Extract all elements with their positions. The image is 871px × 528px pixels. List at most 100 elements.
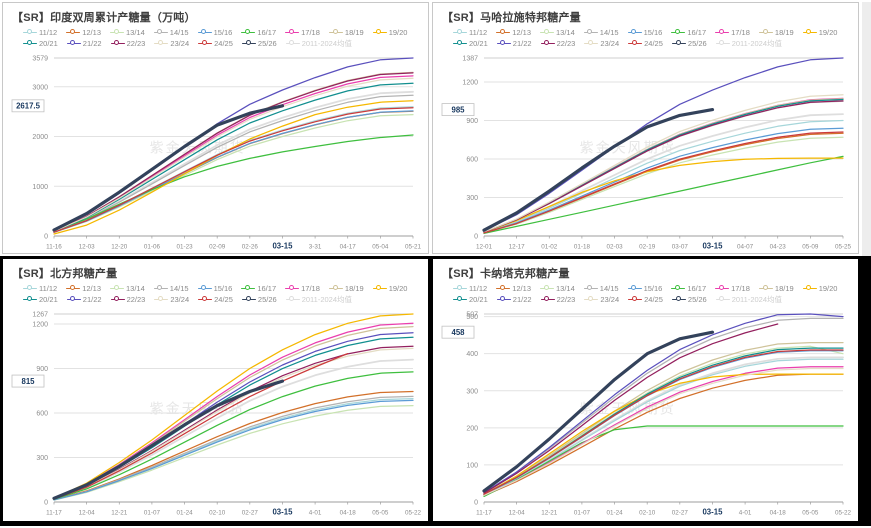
y-tick-label: 300 bbox=[466, 388, 478, 395]
legend-item-12/13[interactable]: 12/13 bbox=[496, 284, 531, 293]
legend-marker-icon bbox=[110, 296, 125, 304]
series-line-15/16 bbox=[483, 350, 844, 496]
legend-item-18/19[interactable]: 18/19 bbox=[328, 28, 364, 37]
legend-item-16/17[interactable]: 16/17 bbox=[671, 284, 706, 293]
legend-label: 19/20 bbox=[388, 28, 408, 37]
legend-item-23/24[interactable]: 23/24 bbox=[154, 295, 189, 304]
y-tick-label: 1200 bbox=[32, 321, 48, 328]
legend-item-24/25[interactable]: 24/25 bbox=[198, 39, 233, 48]
legend-item-22/23[interactable]: 22/23 bbox=[540, 295, 575, 304]
legend-item-19/20[interactable]: 19/20 bbox=[372, 284, 407, 293]
legend-item-17/18[interactable]: 17/18 bbox=[715, 28, 750, 37]
x-tick-label: 12-21 bbox=[111, 510, 128, 517]
legend-item-24/25[interactable]: 24/25 bbox=[198, 295, 233, 304]
legend-label: 17/18 bbox=[301, 284, 320, 293]
legend-item-2011-2024均值[interactable]: 2011-2024均值 bbox=[715, 39, 782, 48]
legend-item-2011-2024均值[interactable]: 2011-2024均值 bbox=[715, 295, 782, 304]
legend-item-23/24[interactable]: 23/24 bbox=[584, 39, 619, 48]
legend-label: 22/23 bbox=[126, 295, 146, 304]
legend-item-17/18[interactable]: 17/18 bbox=[715, 284, 750, 293]
legend-item-25/26[interactable]: 25/26 bbox=[671, 39, 707, 48]
legend-item-25/26[interactable]: 25/26 bbox=[241, 295, 277, 304]
legend-item-18/19[interactable]: 18/19 bbox=[758, 28, 794, 37]
legend-item-15/16[interactable]: 15/16 bbox=[627, 284, 662, 293]
legend-item-22/23[interactable]: 22/23 bbox=[540, 39, 575, 48]
legend-item-22/23[interactable]: 22/23 bbox=[110, 39, 145, 48]
legend-label: 18/19 bbox=[344, 28, 364, 37]
legend-item-20/21[interactable]: 20/21 bbox=[23, 295, 58, 304]
x-tick-label: 01-02 bbox=[541, 244, 558, 251]
x-current-label: 03-15 bbox=[272, 508, 293, 517]
legend-item-17/18[interactable]: 17/18 bbox=[285, 284, 320, 293]
legend-item-12/13[interactable]: 12/13 bbox=[496, 28, 531, 37]
legend-item-11/12[interactable]: 11/12 bbox=[453, 284, 487, 293]
legend-item-16/17[interactable]: 16/17 bbox=[241, 28, 276, 37]
chart-canvas[interactable]: 300 600 900 1200 1387 0 紫金天风期货 12-01 12-17 01-02 0… bbox=[440, 50, 851, 252]
legend-item-13/14[interactable]: 13/14 bbox=[540, 28, 575, 37]
legend-item-20/21[interactable]: 20/21 bbox=[453, 39, 488, 48]
legend-item-12/13[interactable]: 12/13 bbox=[66, 284, 101, 293]
legend-item-14/15[interactable]: 14/15 bbox=[153, 284, 189, 293]
legend-item-24/25[interactable]: 24/25 bbox=[628, 295, 663, 304]
legend-item-2011-2024均值[interactable]: 2011-2024均值 bbox=[285, 39, 352, 48]
legend-item-15/16[interactable]: 15/16 bbox=[197, 284, 232, 293]
legend-item-16/17[interactable]: 16/17 bbox=[671, 28, 706, 37]
legend-item-17/18[interactable]: 17/18 bbox=[285, 28, 320, 37]
legend-marker-icon bbox=[453, 40, 467, 48]
legend-label: 25/26 bbox=[257, 39, 277, 48]
legend-item-13/14[interactable]: 13/14 bbox=[110, 28, 145, 37]
x-tick-label: 04-17 bbox=[340, 244, 357, 251]
legend-item-21/22[interactable]: 21/22 bbox=[66, 39, 102, 48]
legend-item-12/13[interactable]: 12/13 bbox=[66, 28, 101, 37]
current-value-box bbox=[11, 374, 45, 388]
legend-item-24/25[interactable]: 24/25 bbox=[628, 39, 663, 48]
legend-item-21/22[interactable]: 21/22 bbox=[66, 295, 102, 304]
legend-marker-icon bbox=[241, 296, 256, 304]
legend-item-21/22[interactable]: 21/22 bbox=[496, 295, 532, 304]
legend-item-25/26[interactable]: 25/26 bbox=[671, 295, 707, 304]
legend-item-23/24[interactable]: 23/24 bbox=[154, 39, 189, 48]
legend-item-13/14[interactable]: 13/14 bbox=[110, 284, 145, 293]
y-zero-label: 0 bbox=[474, 234, 478, 241]
x-tick-label: 05-09 bbox=[802, 244, 819, 251]
legend-item-13/14[interactable]: 13/14 bbox=[540, 284, 575, 293]
legend-marker-icon bbox=[802, 29, 817, 37]
legend-label: 16/17 bbox=[257, 284, 277, 293]
legend-item-25/26[interactable]: 25/26 bbox=[241, 39, 277, 48]
legend-item-19/20[interactable]: 19/20 bbox=[802, 284, 838, 293]
legend-item-15/16[interactable]: 15/16 bbox=[627, 28, 662, 37]
y-zero-label: 0 bbox=[44, 234, 48, 241]
legend-item-11/12[interactable]: 11/12 bbox=[23, 284, 57, 293]
legend-item-11/12[interactable]: 11/12 bbox=[23, 28, 57, 37]
legend-marker-icon bbox=[453, 296, 467, 304]
legend-item-23/24[interactable]: 23/24 bbox=[584, 295, 619, 304]
legend-item-15/16[interactable]: 15/16 bbox=[197, 28, 232, 37]
legend-item-14/15[interactable]: 14/15 bbox=[583, 284, 619, 293]
legend-item-14/15[interactable]: 14/15 bbox=[583, 28, 619, 37]
x-tick-label: 01-18 bbox=[574, 244, 591, 251]
y-zero-label: 0 bbox=[44, 500, 48, 507]
legend-item-18/19[interactable]: 18/19 bbox=[758, 284, 794, 293]
legend-label: 20/21 bbox=[39, 295, 58, 304]
series-line-19/20 bbox=[483, 373, 844, 496]
legend-item-18/19[interactable]: 18/19 bbox=[328, 284, 364, 293]
legend-item-21/22[interactable]: 21/22 bbox=[496, 39, 532, 48]
legend-item-16/17[interactable]: 16/17 bbox=[241, 284, 276, 293]
legend-label: 19/20 bbox=[818, 284, 838, 293]
legend-marker-icon bbox=[66, 296, 81, 304]
legend-item-2011-2024均值[interactable]: 2011-2024均值 bbox=[285, 295, 352, 304]
legend-item-19/20[interactable]: 19/20 bbox=[802, 28, 837, 37]
legend-item-14/15[interactable]: 14/15 bbox=[153, 28, 189, 37]
x-tick-label: 02-26 bbox=[242, 244, 259, 251]
legend-item-22/23[interactable]: 22/23 bbox=[110, 295, 146, 304]
legend-label: 21/22 bbox=[512, 39, 532, 48]
legend-item-19/20[interactable]: 19/20 bbox=[372, 28, 408, 37]
legend-item-20/21[interactable]: 20/21 bbox=[453, 295, 488, 304]
y-tick-label: 300 bbox=[36, 455, 48, 462]
current-value-box bbox=[441, 103, 475, 116]
legend-item-20/21[interactable]: 20/21 bbox=[23, 39, 58, 48]
legend-item-11/12[interactable]: 11/12 bbox=[453, 28, 487, 37]
